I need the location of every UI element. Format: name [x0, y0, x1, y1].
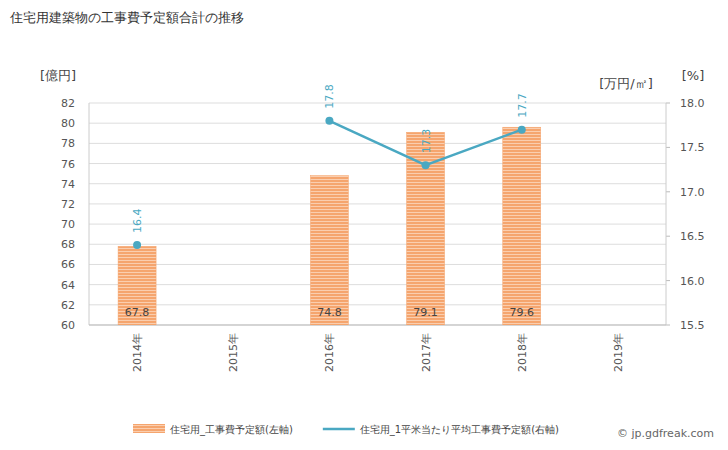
data-labels: 67.8 74.8 79.1 79.6 16.4 17.8 17.3 17.7 [125, 84, 534, 319]
chart-root: 住宅用建築物の工事費予定額合計の推移 [億円] [万円/㎡] [%] 60 62 64 66 6… [0, 0, 728, 450]
bar-label: 79.1 [413, 306, 438, 319]
bar [118, 246, 156, 325]
grid-line [89, 325, 666, 326]
point-label: 16.4 [131, 209, 144, 234]
point-label: 17.8 [323, 84, 336, 109]
y2-tick [666, 325, 670, 326]
y-tick-label: 78 [61, 137, 75, 150]
x-tick-label: 2017年 [420, 333, 433, 372]
marks [118, 117, 541, 325]
chart: 住宅用建築物の工事費予定額合計の推移 [億円] [万円/㎡] [%] 60 62 64 66 6… [0, 0, 728, 450]
grid-line [89, 264, 666, 265]
y-tick-label: 62 [61, 299, 75, 312]
grid-line [89, 163, 666, 164]
grid-line [89, 183, 666, 184]
point-label: 17.7 [516, 93, 529, 118]
y-tick-label: 82 [61, 97, 75, 110]
grid-line [89, 244, 666, 245]
grid-line [89, 203, 666, 204]
y-tick-label: 64 [61, 279, 75, 292]
y2-tick-label: 18.0 [680, 97, 705, 110]
y2-tick-label: 16.5 [680, 230, 705, 243]
y2-tick [666, 280, 670, 281]
legend-label: 住宅用_工事費予定額(左軸) [170, 424, 293, 436]
point [325, 117, 333, 125]
y2-tick-label: 17.5 [680, 141, 705, 154]
bar-label: 67.8 [125, 306, 150, 319]
y-tick-label: 68 [61, 238, 75, 251]
x-tick-label: 2015年 [227, 333, 240, 372]
y-tick-label: 72 [61, 198, 75, 211]
y2-tick-label: 17.0 [680, 186, 705, 199]
y-tick-label: 80 [61, 117, 75, 130]
x-tick-label: 2016年 [323, 333, 336, 372]
point-label: 17.3 [420, 129, 433, 154]
y-tick-label: 70 [61, 218, 75, 231]
y-tick-label: 74 [61, 178, 75, 191]
y2-tick [666, 147, 670, 148]
y2-tick-label: 16.0 [680, 275, 705, 288]
bar-label: 74.8 [317, 306, 342, 319]
y2-axis-label: [万円/㎡] [599, 76, 653, 91]
y-tick-label: 66 [61, 258, 75, 271]
grid-line [89, 304, 666, 305]
y2-tick-label: 15.5 [680, 319, 705, 332]
x-tick-label: 2019年 [612, 333, 625, 372]
bar-label: 79.6 [510, 306, 535, 319]
line [329, 121, 521, 165]
grid-line [89, 103, 666, 104]
title: 住宅用建築物の工事費予定額合計の推移 [9, 10, 244, 25]
legend-swatch [133, 424, 165, 433]
y2-tick [666, 236, 670, 237]
point [518, 126, 526, 134]
grid-line [89, 224, 666, 225]
point [422, 161, 430, 169]
legend: 住宅用_工事費予定額(左軸) 住宅用_1平米当たり平均工事費予定額(右軸) [133, 424, 559, 436]
y-tick-label: 60 [61, 319, 75, 332]
y2-axis-label: [%] [682, 68, 705, 83]
y2-tick [666, 191, 670, 192]
source: © jp.gdfreak.com [617, 427, 714, 440]
grid-line [89, 284, 666, 285]
point [133, 241, 141, 249]
y-axis-label: [億円] [40, 68, 76, 83]
y-axis [89, 103, 90, 325]
bar [310, 176, 348, 325]
legend-label: 住宅用_1平米当たり平均工事費予定額(右軸) [360, 424, 559, 436]
bar [503, 127, 541, 325]
legend-swatch [323, 428, 355, 431]
x-tick-label: 2014年 [131, 333, 144, 372]
grid-line [89, 123, 666, 124]
y-tick-label: 76 [61, 158, 75, 171]
x-axis [89, 325, 666, 326]
y2-axis [666, 103, 667, 325]
y2-tick [666, 103, 670, 104]
x-tick-label: 2018年 [516, 333, 529, 372]
